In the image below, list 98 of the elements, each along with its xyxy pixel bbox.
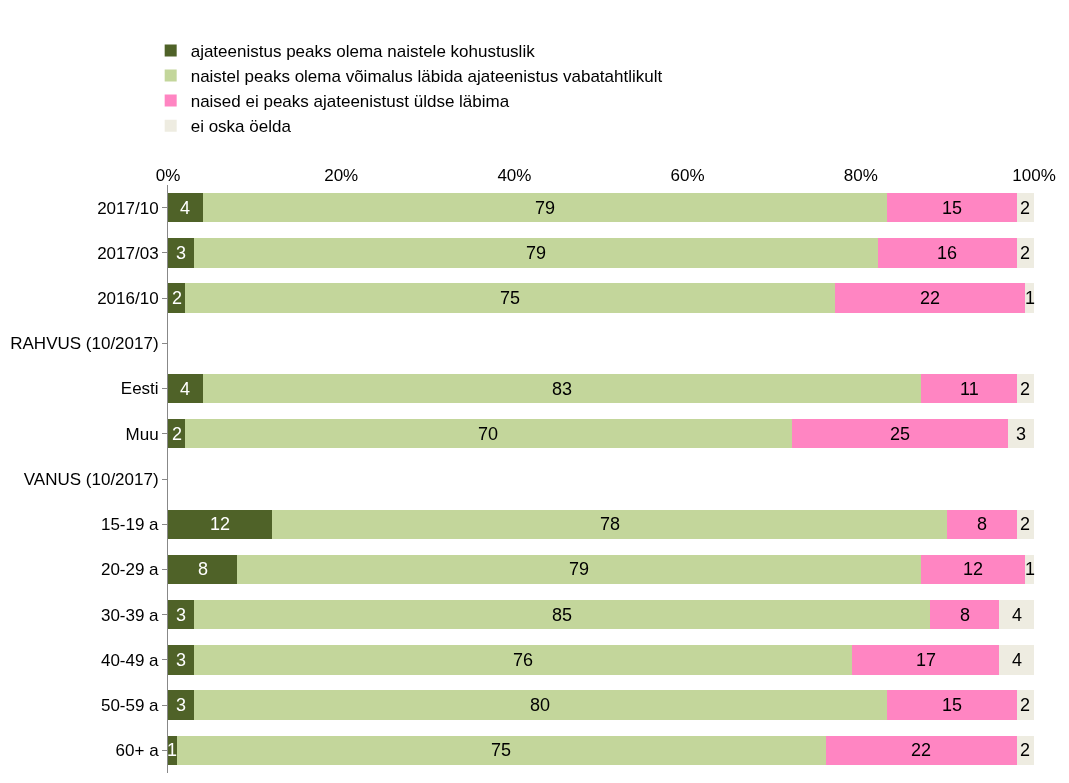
bar bbox=[852, 645, 1000, 675]
data-label: 17 bbox=[916, 650, 937, 670]
data-label: 80 bbox=[530, 695, 551, 715]
y-tick-label: 30-39 a bbox=[100, 605, 160, 625]
bar bbox=[176, 735, 827, 766]
bar bbox=[999, 645, 1034, 675]
data-label: 12 bbox=[210, 514, 231, 534]
y-tick-label: Eesti bbox=[120, 379, 159, 399]
bar bbox=[202, 192, 887, 223]
bar bbox=[886, 690, 1017, 720]
bar bbox=[930, 599, 1000, 630]
y-tick-label: 20-29 a bbox=[100, 560, 160, 580]
data-label: 8 bbox=[960, 605, 971, 625]
x-tick-label: 60% bbox=[670, 165, 705, 185]
bar bbox=[826, 735, 1017, 766]
y-tick-label: 2017/03 bbox=[97, 243, 159, 263]
data-label: 1 bbox=[1025, 559, 1036, 579]
bar bbox=[271, 509, 948, 539]
bar bbox=[202, 373, 922, 404]
y-tick-label: 15-19 a bbox=[100, 515, 160, 535]
data-label: 75 bbox=[500, 288, 521, 308]
data-label: 22 bbox=[920, 288, 941, 308]
data-label: 12 bbox=[963, 559, 984, 579]
data-label: 1 bbox=[1025, 288, 1036, 308]
bar bbox=[193, 690, 887, 720]
bar bbox=[185, 283, 835, 313]
data-label: 3 bbox=[1016, 424, 1027, 444]
data-label: 70 bbox=[478, 424, 499, 444]
y-tick-label: 50-59 a bbox=[100, 696, 160, 716]
bar bbox=[921, 554, 1026, 585]
data-label: 76 bbox=[513, 650, 534, 670]
x-tick-label: 20% bbox=[324, 165, 359, 185]
data-label: 1 bbox=[167, 740, 178, 760]
data-label: 83 bbox=[552, 379, 573, 399]
data-label: 2 bbox=[1020, 243, 1031, 263]
x-tick-label: 0% bbox=[155, 165, 181, 185]
data-label: 2 bbox=[1020, 514, 1031, 534]
data-label: 2 bbox=[172, 424, 183, 444]
data-label: 11 bbox=[960, 379, 979, 399]
y-tick-label: VANUS (10/2017) bbox=[23, 469, 159, 489]
data-label: 16 bbox=[937, 243, 958, 263]
data-label: 4 bbox=[1012, 650, 1023, 670]
bar bbox=[791, 419, 1009, 449]
data-label: 75 bbox=[491, 740, 512, 760]
data-label: 3 bbox=[176, 695, 187, 715]
legend-label: ajateenistus peaks olema naistele kohustuslik bbox=[190, 42, 536, 62]
legend-label: ei oska öelda bbox=[190, 117, 292, 137]
bar bbox=[834, 283, 1026, 313]
bar bbox=[878, 238, 1017, 268]
data-label: 79 bbox=[569, 559, 590, 579]
bar bbox=[921, 373, 1017, 404]
y-tick-label: 60+ a bbox=[115, 741, 160, 761]
data-label: 2 bbox=[1020, 740, 1031, 760]
x-tick-label: 100% bbox=[1012, 165, 1056, 185]
data-label: 25 bbox=[890, 424, 911, 444]
bar bbox=[168, 192, 203, 223]
bar bbox=[193, 645, 853, 675]
bar bbox=[237, 554, 922, 585]
data-label: 4 bbox=[180, 379, 191, 399]
data-label: 22 bbox=[911, 740, 932, 760]
bar bbox=[193, 238, 879, 268]
y-tick-label: 40-49 a bbox=[100, 650, 160, 670]
bar bbox=[168, 509, 272, 539]
y-tick-label: 2017/10 bbox=[97, 198, 159, 218]
data-label: 85 bbox=[552, 605, 573, 625]
y-tick-label: RAHVUS (10/2017) bbox=[10, 334, 159, 354]
legend-label: naistel peaks olema võimalus läbida ajateenistus vabatahtlikult bbox=[190, 67, 663, 87]
data-label: 4 bbox=[1012, 605, 1023, 625]
data-label: 3 bbox=[176, 650, 187, 670]
data-label: 8 bbox=[977, 514, 988, 534]
data-label: 79 bbox=[535, 198, 556, 218]
data-label: 2 bbox=[1020, 379, 1031, 399]
data-label: 4 bbox=[180, 198, 191, 218]
bar bbox=[999, 599, 1034, 630]
data-label: 2 bbox=[1020, 695, 1031, 715]
data-label: 15 bbox=[942, 198, 963, 218]
data-label: 3 bbox=[176, 243, 187, 263]
y-tick-label: 2016/10 bbox=[97, 289, 159, 309]
data-label: 3 bbox=[176, 605, 187, 625]
data-label: 8 bbox=[198, 559, 209, 579]
x-tick-label: 80% bbox=[843, 165, 878, 185]
data-label: 78 bbox=[600, 514, 621, 534]
bar bbox=[168, 373, 203, 404]
data-label: 79 bbox=[526, 243, 547, 263]
bar bbox=[168, 554, 238, 585]
x-tick-label: 40% bbox=[497, 165, 532, 185]
data-label: 15 bbox=[942, 695, 963, 715]
bar bbox=[168, 238, 194, 268]
data-label: 2 bbox=[172, 288, 183, 308]
bar bbox=[886, 192, 1017, 223]
bar bbox=[193, 599, 931, 630]
bar bbox=[185, 419, 792, 449]
bar bbox=[168, 690, 194, 720]
data-label: 2 bbox=[1020, 198, 1031, 218]
legend-label: naised ei peaks ajateenistust üldse läbima bbox=[190, 92, 510, 112]
bar bbox=[947, 509, 1017, 539]
bar bbox=[168, 645, 194, 675]
y-tick-label: Muu bbox=[125, 424, 159, 444]
